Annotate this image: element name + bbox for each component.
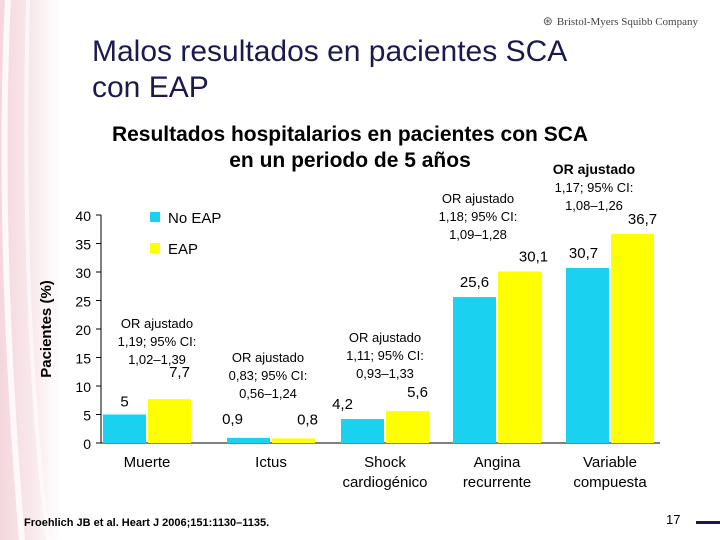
bar-eap bbox=[611, 233, 654, 443]
decorative-curve bbox=[1, 0, 50, 540]
category-label: Variable bbox=[583, 454, 637, 471]
bar-value-label: 30,7 bbox=[569, 245, 598, 262]
y-tick-label: 35 bbox=[75, 237, 91, 253]
or-annotation-line: 1,02–1,39 bbox=[128, 352, 186, 367]
bar-no-eap bbox=[103, 414, 146, 443]
legend-swatch bbox=[150, 243, 160, 253]
decorative-left-band bbox=[0, 0, 60, 540]
logo-text: Bristol-Myers Squibb Company bbox=[556, 15, 698, 28]
y-tick-label: 40 bbox=[75, 208, 91, 224]
bar-value-label: 36,7 bbox=[628, 211, 657, 228]
or-annotation-line: 0,93–1,33 bbox=[356, 366, 414, 381]
legend-swatch bbox=[150, 212, 160, 222]
category-label: Ictus bbox=[255, 454, 287, 471]
bar-value-label: 0,8 bbox=[297, 411, 318, 428]
bar-eap bbox=[148, 399, 191, 443]
y-tick-label: 0 bbox=[83, 436, 91, 452]
category-label: cardiogénico bbox=[342, 474, 427, 491]
or-annotation-line: 0,83; 95% CI: bbox=[229, 368, 308, 383]
bar-value-label: 30,1 bbox=[519, 248, 548, 265]
or-annotation-line: OR ajustado bbox=[553, 161, 635, 177]
y-tick-label: 20 bbox=[75, 322, 91, 338]
category-label: Muerte bbox=[124, 454, 171, 471]
chart-title: Resultados hospitalarios en pacientes co… bbox=[80, 122, 620, 174]
category-label: Shock bbox=[364, 454, 406, 471]
or-annotation-line: 1,11; 95% CI: bbox=[346, 348, 424, 363]
legend-label: EAP bbox=[168, 241, 198, 258]
bar-no-eap bbox=[566, 268, 609, 443]
bar-no-eap bbox=[453, 297, 496, 443]
bar-value-label: 5 bbox=[120, 394, 128, 411]
or-annotation-line: 1,09–1,28 bbox=[449, 227, 507, 242]
or-annotation-line: 1,08–1,26 bbox=[565, 198, 623, 213]
chart-title-line2: en un periodo de 5 años bbox=[229, 149, 471, 172]
page-number: 17 bbox=[666, 512, 681, 527]
bar-value-label: 0,9 bbox=[222, 411, 243, 428]
or-annotation-line: 1,18; 95% CI: bbox=[439, 209, 518, 224]
y-tick-label: 15 bbox=[75, 351, 91, 367]
bar-value-label: 7,7 bbox=[169, 364, 190, 381]
y-tick-label: 25 bbox=[75, 294, 91, 310]
slide-title-line1: Malos resultados en pacientes SCA bbox=[92, 35, 568, 68]
bar-eap bbox=[272, 438, 315, 443]
or-annotation-line: OR ajustado bbox=[442, 191, 514, 206]
bar-value-label: 4,2 bbox=[332, 396, 353, 413]
or-annotation-line: 0,56–1,24 bbox=[239, 386, 297, 401]
category-label: Angina bbox=[474, 454, 521, 471]
y-tick-label: 10 bbox=[75, 379, 91, 395]
bar-value-label: 25,6 bbox=[460, 274, 489, 291]
logo-mark-icon: ⊛ bbox=[542, 14, 553, 28]
chart-title-line1: Resultados hospitalarios en pacientes co… bbox=[111, 123, 589, 146]
category-label: compuesta bbox=[573, 474, 647, 491]
or-annotation-line: OR ajustado bbox=[349, 330, 421, 345]
or-annotation-line: OR ajustado bbox=[121, 316, 193, 331]
company-logo: ⊛ Bristol-Myers Squibb Company bbox=[543, 14, 698, 29]
legend-label: No EAP bbox=[168, 210, 221, 227]
bar-value-label: 5,6 bbox=[407, 384, 428, 401]
bar-eap bbox=[386, 411, 429, 443]
y-tick-label: 30 bbox=[75, 265, 91, 281]
category-label: recurrente bbox=[463, 474, 531, 491]
footnote: Froehlich JB et al. Heart J 2006;151:113… bbox=[24, 517, 270, 529]
y-tick-label: 5 bbox=[83, 408, 91, 424]
bar-no-eap bbox=[227, 437, 270, 443]
y-axis-label: Pacientes (%) bbox=[38, 280, 55, 378]
or-annotation-line: 1,19; 95% CI: bbox=[118, 334, 197, 349]
or-annotation-line: 1,17; 95% CI: bbox=[555, 180, 634, 195]
bar-eap bbox=[498, 271, 541, 443]
page-number-rule bbox=[696, 521, 720, 524]
bar-no-eap bbox=[341, 419, 384, 443]
or-annotation-line: OR ajustado bbox=[232, 350, 304, 365]
slide-title: Malos resultados en pacientes SCA con EA… bbox=[92, 34, 652, 106]
slide-title-line2: con EAP bbox=[92, 71, 209, 104]
